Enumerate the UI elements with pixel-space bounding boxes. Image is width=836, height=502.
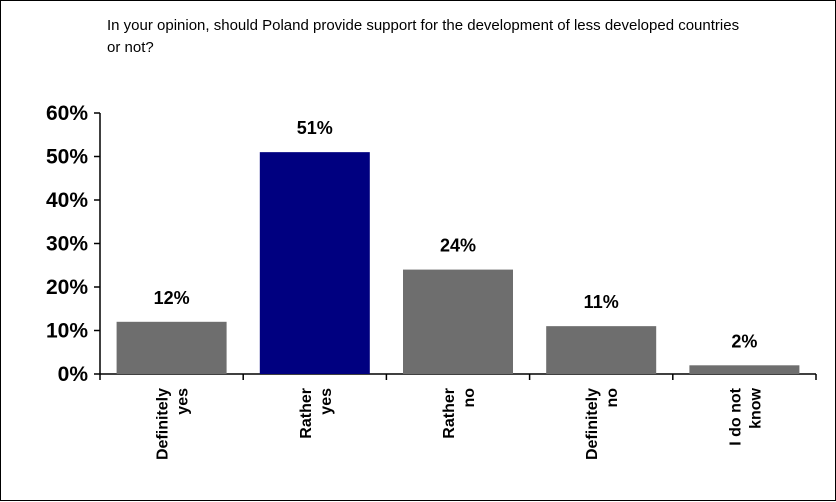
category-label: I do not know xyxy=(727,387,764,445)
bar xyxy=(117,322,227,374)
y-tick-label: 20% xyxy=(46,276,88,299)
y-tick-label: 10% xyxy=(46,320,88,343)
category-label-line: know xyxy=(747,387,764,428)
data-label: 2% xyxy=(731,331,757,351)
category-label-line: no xyxy=(604,388,621,408)
bar xyxy=(689,365,799,374)
category-label-line: yes xyxy=(318,388,335,415)
bar xyxy=(546,326,656,374)
category-label-line: Rather xyxy=(441,388,458,439)
data-label: 11% xyxy=(584,292,619,312)
category-label: Rather yes xyxy=(298,388,335,439)
category-label-line: Definitely xyxy=(155,388,172,460)
category-label: Definitely no xyxy=(584,388,621,460)
data-label: 51% xyxy=(297,118,333,138)
bar xyxy=(260,152,370,374)
category-label-line: Rather xyxy=(298,388,315,439)
category-label-line: Definitely xyxy=(584,388,601,460)
y-tick-label: 50% xyxy=(46,146,88,169)
category-label-line: no xyxy=(461,388,478,408)
y-tick-label: 40% xyxy=(46,189,88,212)
data-label: 24% xyxy=(440,236,476,256)
y-tick-label: 60% xyxy=(46,102,88,125)
bar xyxy=(403,270,513,374)
category-label-line: I do not xyxy=(727,387,744,445)
y-tick-label: 30% xyxy=(46,233,88,256)
category-label-line: yes xyxy=(175,388,192,415)
category-label: Rather no xyxy=(441,388,478,439)
y-tick-label: 0% xyxy=(58,363,89,386)
data-label: 12% xyxy=(154,288,190,308)
category-label: Definitely yes xyxy=(155,388,192,460)
